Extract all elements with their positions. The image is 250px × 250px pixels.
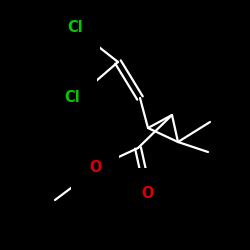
Text: O: O bbox=[89, 160, 101, 176]
Text: O: O bbox=[142, 186, 154, 200]
Text: Cl: Cl bbox=[64, 90, 80, 104]
Text: Cl: Cl bbox=[67, 20, 83, 34]
